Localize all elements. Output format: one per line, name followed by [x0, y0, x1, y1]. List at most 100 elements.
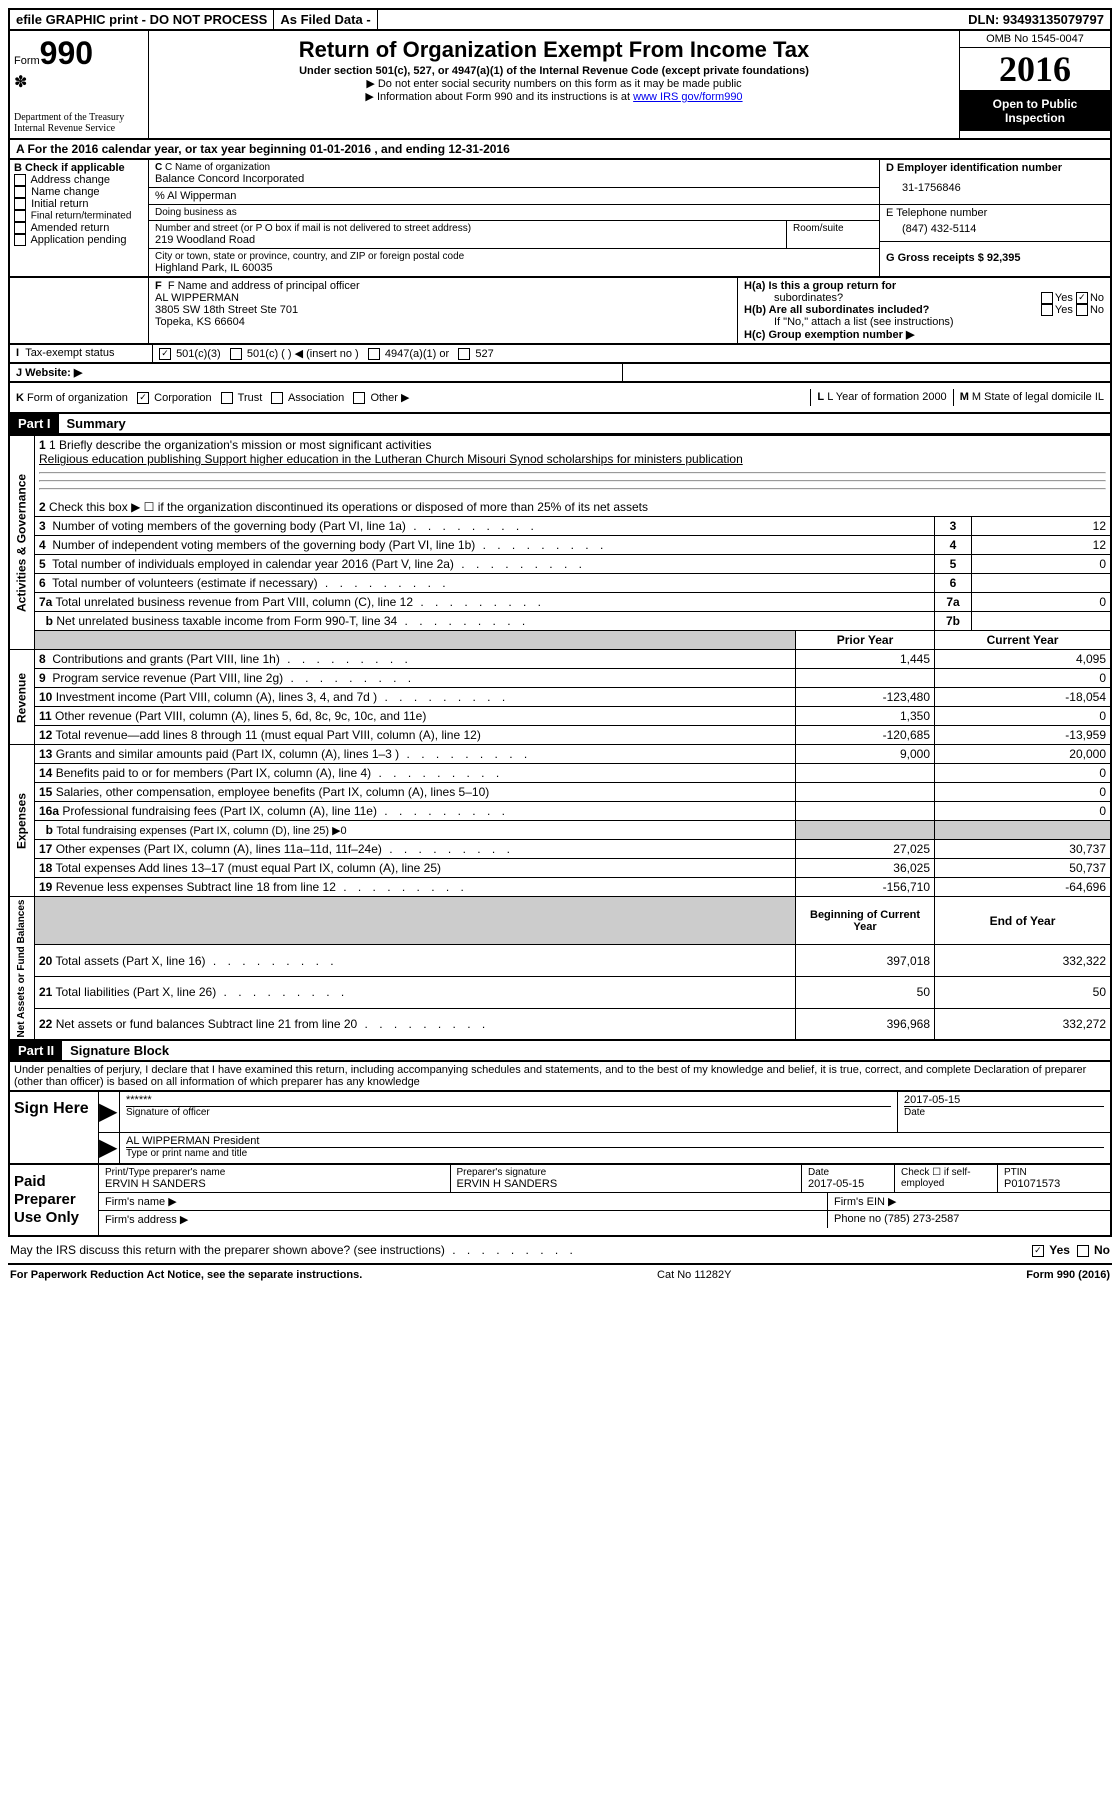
ein-label: D Employer identification number	[886, 162, 1104, 174]
irs-link[interactable]: www IRS gov/form990	[633, 91, 742, 103]
sign-here-section: Sign Here ▶ ****** Signature of officer …	[8, 1092, 1112, 1165]
line7a-val: 0	[972, 593, 1112, 612]
officer-addr1: 3805 SW 18th Street Ste 701	[155, 304, 731, 316]
footer-paperwork: For Paperwork Reduction Act Notice, see …	[10, 1269, 362, 1281]
side-expenses: Expenses	[9, 745, 35, 897]
check-assoc[interactable]	[271, 392, 283, 404]
firm-ein: Firm's EIN ▶	[828, 1193, 1110, 1210]
mission-text: Religious education publishing Support h…	[39, 452, 743, 466]
ha-sub: subordinates?	[744, 292, 843, 304]
firm-name: Firm's name ▶	[99, 1193, 828, 1210]
check-name[interactable]: Name change	[14, 186, 144, 198]
tax-year: 2016	[960, 48, 1110, 91]
form-subtitle: Under section 501(c), 527, or 4947(a)(1)…	[157, 65, 951, 77]
as-filed: As Filed Data -	[274, 10, 377, 29]
part2-title: Signature Block	[62, 1043, 169, 1058]
part1-title: Summary	[59, 416, 126, 431]
column-c: C C Name of organization Balance Concord…	[149, 160, 879, 276]
line6-desc: Total number of volunteers (estimate if …	[52, 576, 449, 590]
signature-section: Under penalties of perjury, I declare th…	[8, 1062, 1112, 1092]
form-title: Return of Organization Exempt From Incom…	[157, 37, 951, 63]
line7a-desc: Total unrelated business revenue from Pa…	[55, 595, 545, 609]
ptin-value: P01071573	[1004, 1178, 1104, 1190]
city-label: City or town, state or province, country…	[155, 251, 873, 262]
discuss-question: May the IRS discuss this return with the…	[10, 1243, 1032, 1257]
note-ssn: ▶ Do not enter social security numbers o…	[157, 77, 951, 90]
sig-date: 2017-05-15	[904, 1094, 1104, 1106]
side-revenue: Revenue	[9, 650, 35, 745]
top-bar: efile GRAPHIC print - DO NOT PROCESS As …	[8, 8, 1112, 31]
sign-here-label: Sign Here	[10, 1092, 99, 1163]
section-fh: F F Name and address of principal office…	[8, 278, 1112, 345]
i-label: Tax-exempt status	[25, 347, 114, 359]
eagle-icon: ✽	[14, 72, 144, 92]
form-label: Form	[14, 55, 40, 67]
check-address[interactable]: Address change	[14, 174, 144, 186]
dln: DLN: 93493135079797	[962, 10, 1110, 29]
street-address: 219 Woodland Road	[155, 234, 780, 246]
line4-desc: Number of independent voting members of …	[52, 538, 607, 552]
part2-badge: Part II	[10, 1041, 62, 1060]
check-corp[interactable]: ✓	[137, 392, 149, 404]
paid-preparer-section: Paid Preparer Use Only Print/Type prepar…	[8, 1165, 1112, 1237]
sig-stars: ******	[126, 1094, 891, 1106]
check-pending[interactable]: Application pending	[14, 234, 144, 246]
check-other[interactable]	[353, 392, 365, 404]
form-number: 990	[40, 35, 93, 71]
dept-irs: Internal Revenue Service	[14, 123, 144, 134]
hc-label: H(c) Group exemption number ▶	[744, 329, 914, 341]
m-state: M State of legal domicile IL	[972, 391, 1104, 403]
officer-name: AL WIPPERMAN	[155, 292, 731, 304]
line7b-val	[972, 612, 1112, 631]
preparer-date: 2017-05-15	[808, 1178, 888, 1190]
hb-label: H(b) Are all subordinates included?	[744, 304, 929, 316]
footer-formref: Form 990 (2016)	[1026, 1269, 1110, 1281]
section-k: K Form of organization ✓ Corporation Tru…	[8, 383, 1112, 414]
addr-label: Number and street (or P O box if mail is…	[155, 223, 780, 234]
prior-year-header: Prior Year	[796, 631, 935, 650]
discuss-no[interactable]	[1077, 1245, 1089, 1257]
officer-printed: AL WIPPERMAN President	[126, 1135, 1104, 1147]
footer-catno: Cat No 11282Y	[657, 1269, 731, 1281]
omb-number: OMB No 1545-0047	[960, 31, 1110, 48]
k-label: Form of organization	[27, 392, 128, 404]
efile-notice: efile GRAPHIC print - DO NOT PROCESS	[10, 10, 274, 29]
part1-header-row: Part I Summary	[8, 414, 1112, 435]
check-amended[interactable]: Amended return	[14, 222, 144, 234]
phone-label: E Telephone number	[886, 207, 1104, 219]
dba-label: Doing business as	[149, 205, 879, 220]
line7b-desc: Net unrelated business taxable income fr…	[56, 614, 529, 628]
form-header: Form990 ✽ Department of the Treasury Int…	[8, 31, 1112, 140]
firm-phone: Phone no (785) 273-2587	[828, 1211, 1110, 1228]
summary-table: Activities & Governance 1 1 Briefly desc…	[8, 435, 1112, 1041]
check-501c3[interactable]: ✓	[159, 348, 171, 360]
org-name: Balance Concord Incorporated	[155, 173, 873, 185]
discuss-yes[interactable]: ✓	[1032, 1245, 1044, 1257]
page-footer: For Paperwork Reduction Act Notice, see …	[8, 1265, 1112, 1285]
line4-val: 12	[972, 536, 1112, 555]
column-b: B Check if applicable Address change Nam…	[10, 160, 149, 276]
side-activities: Activities & Governance	[9, 436, 35, 650]
part1-badge: Part I	[10, 414, 59, 433]
gross-receipts: G Gross receipts $ 92,395	[886, 244, 1104, 264]
line3-val: 12	[972, 517, 1112, 536]
check-final[interactable]: Final return/terminated	[14, 210, 144, 222]
preparer-sig: ERVIN H SANDERS	[457, 1178, 796, 1190]
note-info: ▶ Information about Form 990 and its ins…	[365, 91, 633, 103]
check-initial[interactable]: Initial return	[14, 198, 144, 210]
preparer-name: ERVIN H SANDERS	[105, 1178, 444, 1190]
current-year-header: Current Year	[935, 631, 1112, 650]
check-4947[interactable]	[368, 348, 380, 360]
l-year: L Year of formation 2000	[827, 391, 946, 403]
line6-val	[972, 574, 1112, 593]
care-of: % Al Wipperman	[149, 188, 879, 205]
self-employed-check[interactable]: Check ☐ if self-employed	[895, 1165, 998, 1192]
line1-label: 1 Briefly describe the organization's mi…	[49, 438, 431, 452]
line5-desc: Total number of individuals employed in …	[52, 557, 586, 571]
check-trust[interactable]	[221, 392, 233, 404]
check-501c[interactable]	[230, 348, 242, 360]
ein-value: 31-1756846	[886, 174, 1104, 202]
hb-note: If "No," attach a list (see instructions…	[744, 316, 1104, 328]
check-527[interactable]	[458, 348, 470, 360]
line5-val: 0	[972, 555, 1112, 574]
